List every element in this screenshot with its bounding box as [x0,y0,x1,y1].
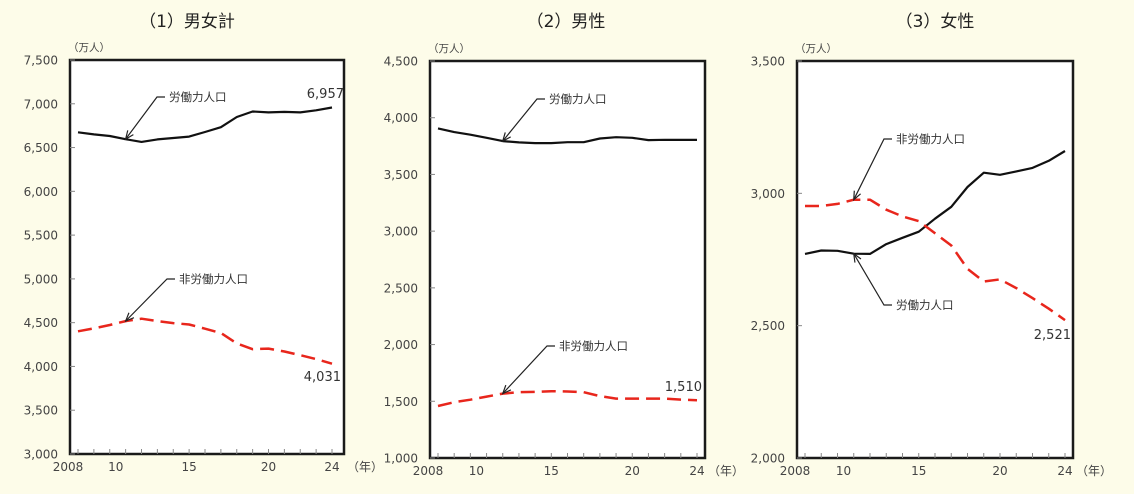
y-tick-label: 1,500 [384,395,418,409]
y-tick-label: 4,500 [24,316,58,330]
series-line-non-labor-force [805,198,1066,322]
y-unit-label: （万人） [68,42,110,54]
arrow-icon [124,130,134,141]
y-tick-label: 6,000 [24,185,58,199]
series-line-non-labor-force [77,317,333,365]
y-tick-label: 4,000 [384,111,418,125]
chart-title: （2）男性 [527,12,606,32]
callout-leader [853,138,892,200]
callout-leader [125,278,175,322]
y-tick-label: 3,500 [751,55,785,69]
y-tick-label: 3,500 [24,404,58,418]
y-tick-label: 7,000 [24,97,58,111]
series-callout-label: 労働力人口 [169,90,227,104]
arrow-icon [124,312,135,323]
x-tick-label: 15 [181,460,196,474]
y-unit-label: （万人） [795,43,837,55]
arrow-icon [853,190,861,202]
x-unit-label: （年） [347,460,383,474]
callout-leader [125,96,165,140]
x-unit-label: （年） [1076,464,1112,478]
y-tick-label: 2,500 [751,319,785,333]
y-tick-label: 1,000 [384,452,418,466]
y-tick-label: 3,500 [384,168,418,182]
y-tick-label: 3,000 [751,187,785,201]
x-tick-label: 20 [992,464,1007,478]
x-tick-label: 10 [469,464,484,478]
y-tick-label: 2,000 [384,338,418,352]
x-tick-label: 15 [911,464,926,478]
x-tick-label: 2008 [413,464,444,478]
series-callout-label: 非労働力人口 [559,339,628,353]
callout-leader [853,253,892,306]
series-callout-label: 労働力人口 [896,298,954,312]
y-tick-label: 2,500 [384,281,418,295]
y-tick-label: 4,500 [384,55,418,69]
end-value-label: 1,510 [665,380,702,395]
x-tick-label: 24 [324,460,339,474]
x-tick-label: 10 [836,464,851,478]
y-tick-label: 2,000 [751,452,785,466]
y-tick-label: 3,000 [24,448,58,462]
plot-area [795,59,1075,460]
x-tick-label: 24 [689,464,704,478]
x-tick-label: 15 [544,464,559,478]
x-tick-label: 24 [1057,464,1072,478]
x-tick-label: 20 [625,464,640,478]
arrow-icon [852,252,862,263]
series-line-labor-force [437,127,697,145]
x-tick-label: 20 [261,460,276,474]
x-unit-label: （年） [708,464,744,478]
y-tick-label: 4,000 [24,360,58,374]
plot-area [68,58,346,456]
y-tick-label: 7,500 [24,54,58,68]
y-unit-label: （万人） [428,43,470,55]
series-callout-label: 非労働力人口 [179,272,248,286]
y-tick-label: 5,500 [24,229,58,243]
chart-panel-3: （3）女性 （万人） 2,000 2,500 3,000 3,500 2008 10 15 20 2… [751,12,1112,478]
x-tick-label: 10 [108,460,123,474]
arrow-icon [501,132,511,143]
series-callout-label: 非労働力人口 [896,132,965,146]
y-tick-label: 5,000 [24,272,58,286]
series-line-labor-force [77,106,333,143]
x-tick-label: 2008 [53,460,84,474]
chart-panel-1: （1）男女計 （万人） 3,000 3,500 4,000 4,500 5,000 5,500… [24,12,383,474]
chart-title: （1）男女計 [139,12,235,32]
end-value-label: 6,957 [307,87,344,102]
y-tick-label: 3,000 [384,225,418,239]
callout-leader [502,98,545,142]
x-tick-label: 2008 [780,464,811,478]
series-line-labor-force [804,150,1066,255]
arrow-icon [501,384,512,395]
series-line-non-labor-force [437,389,698,408]
y-tick-label: 6,500 [24,141,58,155]
callout-leader [502,345,555,394]
chart-panel-2: （2）男性 （万人） 1,000 1,500 2,000 2,500 3,000 3,500 4… [384,12,744,478]
end-value-label: 2,521 [1034,328,1071,343]
end-value-label: 4,031 [304,370,341,385]
series-callout-label: 労働力人口 [549,92,607,106]
chart-title: （3）女性 [896,12,975,32]
